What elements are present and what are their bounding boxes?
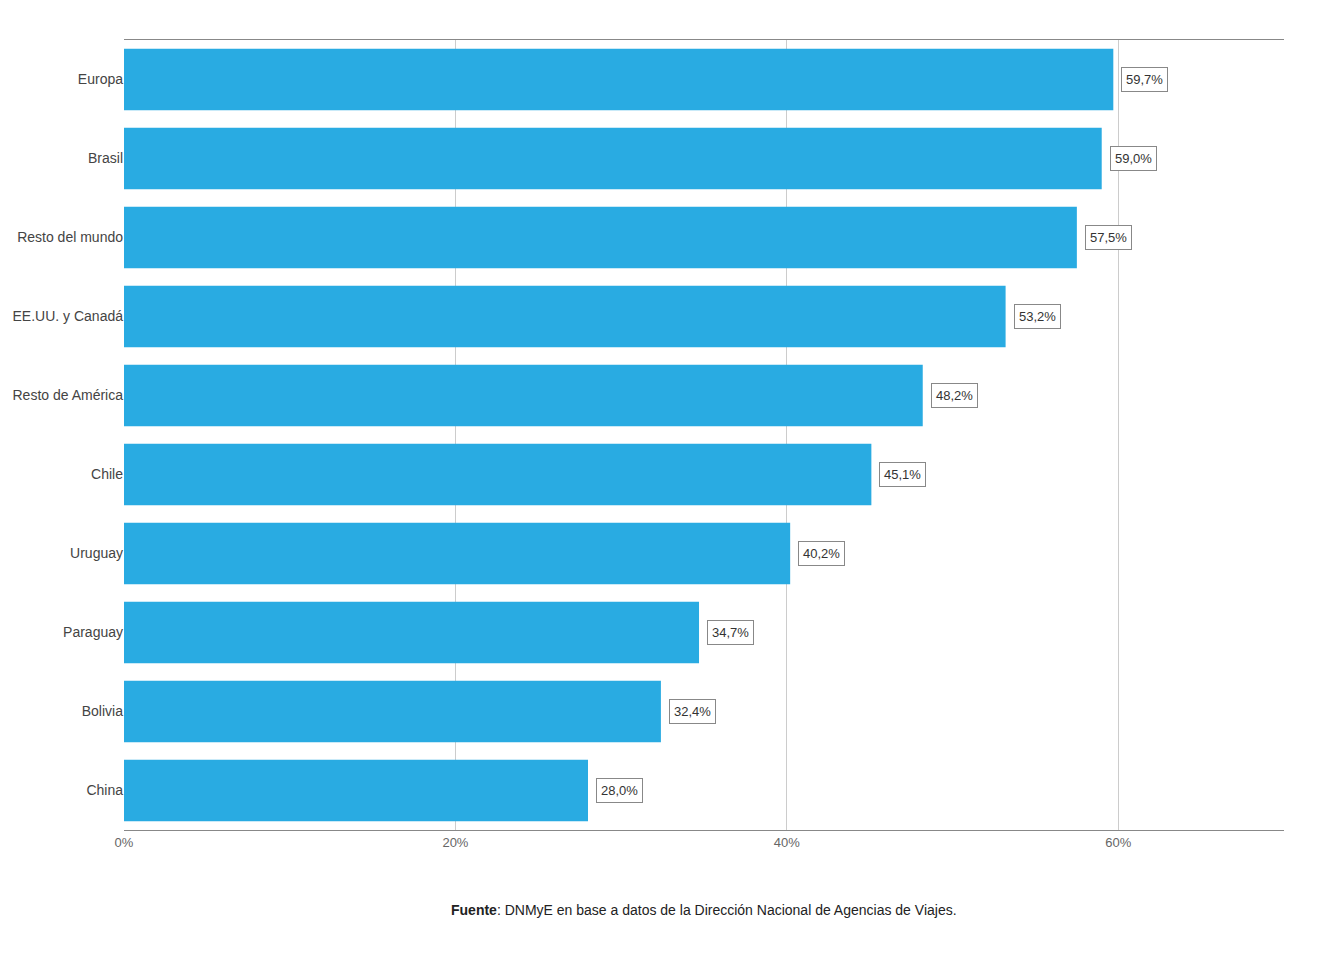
svg-text:Resto de América: Resto de América	[13, 387, 124, 403]
svg-text:48,2%: 48,2%	[936, 388, 973, 403]
svg-text:20%: 20%	[442, 835, 468, 850]
svg-text:Europa: Europa	[78, 71, 123, 87]
svg-text:Paraguay: Paraguay	[63, 624, 123, 640]
svg-text:China: China	[86, 782, 123, 798]
svg-text:Chile: Chile	[91, 466, 123, 482]
svg-text:Brasil: Brasil	[88, 150, 123, 166]
svg-text:60%: 60%	[1105, 835, 1131, 850]
svg-text:Bolivia: Bolivia	[82, 703, 123, 719]
svg-text:Resto del mundo: Resto del mundo	[17, 229, 123, 245]
svg-text:53,2%: 53,2%	[1019, 309, 1056, 324]
svg-text:EE.UU. y Canadá: EE.UU. y Canadá	[13, 308, 124, 324]
svg-text:40%: 40%	[774, 835, 800, 850]
svg-text:45,1%: 45,1%	[884, 467, 921, 482]
svg-text:34,7%: 34,7%	[712, 625, 749, 640]
svg-text:32,4%: 32,4%	[674, 704, 711, 719]
svg-text:Fuente: DNMyE en base a datos: Fuente: DNMyE en base a datos de la Dire…	[451, 902, 957, 918]
svg-text:59,0%: 59,0%	[1115, 151, 1152, 166]
svg-text:57,5%: 57,5%	[1090, 230, 1127, 245]
svg-text:59,7%: 59,7%	[1126, 72, 1163, 87]
svg-text:Uruguay: Uruguay	[70, 545, 123, 561]
svg-text:40,2%: 40,2%	[803, 546, 840, 561]
svg-text:28,0%: 28,0%	[601, 783, 638, 798]
svg-text:0%: 0%	[115, 835, 134, 850]
